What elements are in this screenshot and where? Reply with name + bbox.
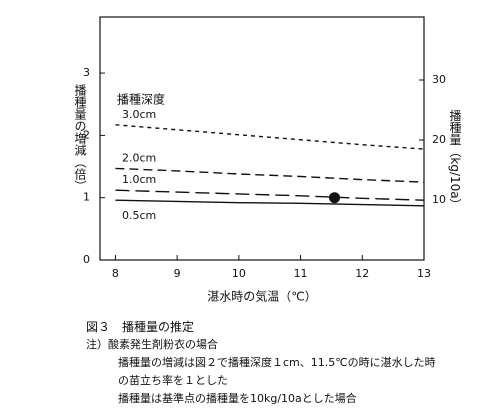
note: 注）酸素発生剤粉衣の場合 bbox=[86, 338, 218, 351]
x-tick-label: 8 bbox=[112, 267, 119, 280]
y2-axis-label: 播種量（kg/10a） bbox=[448, 109, 462, 211]
note: 播種量の増減は図２で播種深度１cm、11.5℃の時に湛水した時 bbox=[118, 356, 436, 369]
series-line bbox=[115, 199, 425, 207]
x-tick-label: 11 bbox=[294, 267, 308, 280]
series-label: 0.5cm bbox=[122, 209, 156, 222]
plot-frame bbox=[99, 16, 425, 261]
chart: 湛水時の気温（℃） 播種量の増減（倍） 播種量（kg/10a） 播種深度 012… bbox=[73, 16, 462, 304]
series-line bbox=[115, 167, 425, 183]
series-label: 2.0cm bbox=[122, 151, 156, 164]
point-marker bbox=[329, 192, 341, 204]
series-label: 1.0cm bbox=[122, 173, 156, 186]
figure-title: 図３ 播種量の推定 bbox=[86, 320, 195, 334]
note: の苗立ち率を１とした bbox=[118, 374, 228, 387]
x-tick-label: 12 bbox=[355, 267, 369, 280]
legend-title: 播種深度 bbox=[117, 92, 165, 107]
x-tick-label: 13 bbox=[417, 267, 431, 280]
y-axis-label: 播種量の増減（倍） bbox=[73, 84, 87, 192]
note: 播種量は基準点の播種量を10kg/10aとした場合 bbox=[118, 392, 357, 405]
y-tick-label: 2 bbox=[83, 128, 90, 141]
y2-tick-label: 20 bbox=[432, 133, 446, 146]
y-tick-label: 1 bbox=[83, 191, 90, 204]
x-tick-label: 9 bbox=[174, 267, 181, 280]
y-tick-label: 3 bbox=[83, 66, 90, 79]
y2-tick-label: 30 bbox=[432, 73, 446, 86]
series-label: 3.0cm bbox=[122, 108, 156, 121]
x-axis-label: 湛水時の気温（℃） bbox=[207, 289, 316, 304]
y2-tick-label: 10 bbox=[432, 193, 446, 206]
y-tick-label: 0 bbox=[83, 253, 90, 266]
series-line bbox=[115, 124, 425, 150]
x-tick-label: 10 bbox=[232, 267, 246, 280]
series-line bbox=[115, 189, 425, 201]
